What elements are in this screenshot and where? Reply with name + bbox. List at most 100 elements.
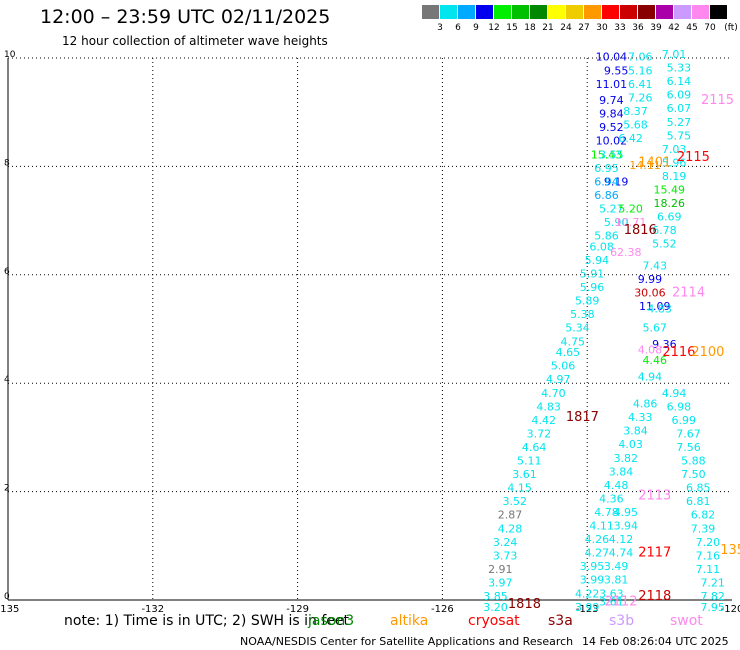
legend-swatch [530,5,547,19]
data-point-label: 9.99 [638,273,663,286]
data-point-label: 9.36 [652,338,677,351]
track-time-label: 1816 [624,223,657,238]
data-point-label: 9.19 [604,175,629,188]
data-point-label: 5.33 [667,62,692,75]
legend-label: 18 [524,23,536,33]
satellite-label: swot [670,613,703,629]
data-point-label: 7.50 [681,468,706,481]
legend-label: 12 [488,23,500,33]
track-time-label: 2115 [701,93,734,108]
legend-swatch [620,5,637,19]
data-point-label: 5.27 [667,116,692,129]
satellite-label: jason3 [308,613,355,629]
satellite-label: s3a [548,613,573,629]
legend-label: 39 [650,23,662,33]
data-point-label: 6.94 [594,175,619,188]
data-point-label: 2.91 [488,563,513,576]
track-time-label: 2113 [638,489,671,504]
data-point-label: 7.03 [662,143,687,156]
legend-label: 15 [506,23,518,33]
data-point-label: 7.56 [676,441,701,454]
data-point-label: 3.61 [599,595,624,608]
data-point-label: 4.28 [498,522,523,535]
legend-swatch [692,5,709,19]
data-point-label: 7.95 [700,601,725,614]
data-point-label: 7.39 [691,522,716,535]
x-tick-label: -135 [0,604,19,615]
data-point-label: 5.94 [585,254,610,267]
data-point-label: 2.87 [498,509,523,522]
data-point-label: 5.96 [662,156,687,169]
legend-swatch [458,5,475,19]
data-point-label: 4.42 [532,414,557,427]
legend-unit: (ft) [724,23,738,33]
legend-swatch [476,5,493,19]
legend-label: 24 [560,23,572,33]
data-point-label: 5.90 [604,216,629,229]
legend-label: 27 [578,23,590,33]
data-point-label: 4.65 [556,346,581,359]
data-point-label: 15.49 [654,184,686,197]
x-tick-label: -132 [141,604,164,615]
data-point-label: 10.04 [596,51,628,64]
y-tick-label: 2 [4,484,10,494]
data-point-label: 4.70 [541,387,566,400]
data-point-label: 3.82 [614,452,639,465]
data-point-label: 3.81 [604,574,629,587]
y-tick-label: 4 [4,375,10,385]
legend-label: 45 [686,23,698,33]
data-point-label: 7.20 [696,536,721,549]
x-tick-label: -129 [286,604,309,615]
data-point-label: 3.63 [599,587,624,600]
data-point-label: 6.08 [589,240,614,253]
data-point-label: 3.84 [623,425,648,438]
page-subtitle: 12 hour collection of altimeter wave hei… [62,34,328,48]
data-point-label: 4.64 [522,441,547,454]
legend-label: 21 [542,23,554,33]
data-point-label: 3.84 [609,465,634,478]
data-point-label: 4.11 [589,520,614,533]
data-point-label: 4.03 [618,438,643,451]
data-point-label: 6.42 [618,132,643,145]
data-point-label: 5.38 [570,308,595,321]
data-point-label: 4.83 [536,400,561,413]
data-point-label: 7.06 [628,51,653,64]
data-point-label: 5.67 [643,322,668,335]
legend-label: 42 [668,23,680,33]
data-point-label: 4.12 [609,533,634,546]
data-point-label: 4.08 [638,343,663,356]
credit-line: NOAA/NESDIS Center for Satellite Applica… [240,635,574,648]
data-point-label: 4.94 [638,370,663,383]
data-point-label: 6.99 [671,414,696,427]
x-tick-label: -126 [431,604,454,615]
legend-label: 3 [437,23,443,33]
data-point-label: 5.89 [575,295,600,308]
timestamp: 14 Feb 08:26:04 UTC 2025 [582,635,729,648]
data-point-label: 11.01 [596,78,628,91]
data-point-label: 3.24 [493,536,518,549]
data-point-label: 3.61 [512,468,537,481]
legend-swatch [512,5,529,19]
data-point-label: 3.97 [488,576,513,589]
data-point-label: 9.52 [599,121,624,134]
data-point-label: 5.68 [623,118,648,131]
track-time-label: 1359 [720,543,740,558]
data-point-label: 4.86 [633,398,658,411]
legend-swatch [674,5,691,19]
data-point-label: 5.86 [594,230,619,243]
data-point-label: 6.69 [657,211,682,224]
legend-swatch [440,5,457,19]
data-point-label: 6.41 [628,78,653,91]
data-point-label: 6.81 [686,495,711,508]
data-point-label: 30.06 [634,286,666,299]
data-point-label: 11.09 [639,300,671,313]
y-tick-label: 0 [4,592,10,602]
legend-swatch [602,5,619,19]
legend-label: 6 [455,23,461,33]
data-point-label: 9.84 [599,108,624,121]
data-point-label: 4.75 [560,335,585,348]
satellite-label: cryosat [468,613,520,629]
data-point-label: 5.88 [681,455,706,468]
data-point-label: 4.26 [585,533,610,546]
